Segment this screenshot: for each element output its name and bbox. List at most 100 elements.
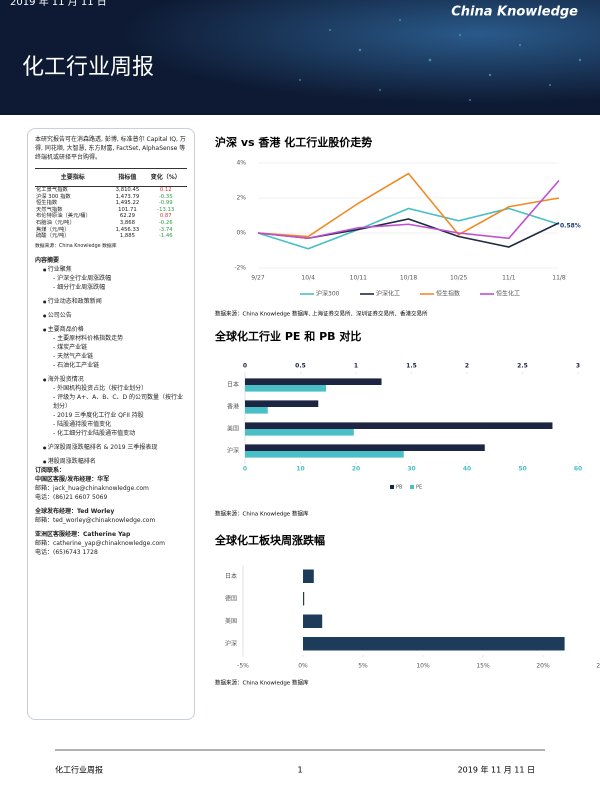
table-row: 化工景气指数 3,810.45 0.12	[35, 187, 187, 194]
table-cell: 1,456.33	[115, 226, 140, 233]
chart-title: 沪深 vs 香港 化工行业股价走势	[215, 135, 372, 149]
summary-subitem: 沪深全行业周涨跌幅	[43, 274, 187, 283]
contact-line: 电话：(65)6743 1728	[35, 549, 98, 557]
bar	[245, 407, 268, 414]
table-cell: 硫酸（元/吨）	[36, 233, 70, 240]
sidebar: 本研究报告可在消森路透, 彭博, 标准普尔 Capital IQ, 万得, 同花…	[27, 128, 195, 720]
source: 数据来源：China Knowledge 数据库	[215, 510, 309, 518]
x2-tick-label: 0.5	[295, 363, 306, 370]
contact-heading: 中国区客服/发布经理：华军	[35, 476, 110, 484]
x-tick-label: 20%	[536, 663, 550, 670]
source: 数据来源：China Knowledge 数据库, 上海证券交易所、深圳证券交易…	[215, 310, 428, 318]
x2-tick-label: 2	[465, 363, 469, 370]
table-row: 石脑油（元/吨） 3,868 -0.26	[35, 220, 187, 227]
bar	[245, 451, 404, 458]
summary-subitem: 评级为 A+、A、B、C、D 的公司数量（按行业划分）	[43, 393, 187, 411]
x2-tick-label: 1.5	[406, 363, 417, 370]
legend-label: PE	[416, 485, 422, 491]
bar	[303, 637, 565, 651]
x-tick-label: 25%	[596, 663, 600, 670]
category-label: 日本	[225, 572, 237, 580]
table-cell: 3,810.45	[115, 187, 140, 193]
bar	[245, 385, 327, 392]
x-tick-label: 11/1	[502, 275, 516, 282]
chart-title: 全球化工板块周涨跌幅	[214, 533, 325, 547]
table-cell: 1,473.79	[115, 193, 140, 200]
summary-item: 港股周涨跌幅排名	[43, 457, 187, 466]
table-cell: 1,495.22	[115, 200, 140, 207]
summary-subitem: 石油化工产业链	[43, 361, 187, 370]
header-title: 化工行业周报	[22, 55, 154, 80]
legend-swatch	[410, 485, 414, 489]
x-tick-label: 10/4	[301, 275, 315, 282]
footer-page: 1	[297, 766, 302, 775]
y-tick-label: 4%	[236, 160, 246, 167]
table-cell: 62.29	[119, 213, 136, 220]
bar	[245, 444, 485, 451]
table-cell: 天然气指数	[36, 206, 63, 213]
table-header: 主要指标 指标值 变化（%）	[35, 168, 187, 187]
x-tick-label: 50	[518, 466, 526, 473]
header-cell: 变化（%）	[144, 168, 187, 187]
contact-line: 电话：(86)21 6607 5069	[35, 494, 108, 502]
series-line	[257, 179, 560, 240]
source: 数据来源：China Knowledge 数据库	[215, 679, 309, 687]
contact-heading: 全球发布经理：Ted Worley	[35, 508, 115, 516]
x-tick-label: 0	[243, 466, 247, 473]
category-label: 美国	[227, 425, 239, 433]
summary-subitem: 2019 三季度化工行业 QFII 持股	[43, 411, 187, 420]
bar	[303, 592, 305, 606]
y-tick-label: 2%	[236, 195, 246, 202]
contact-heading: 亚洲区客服经理：Catherine Yap	[35, 531, 131, 539]
contact-line: 邮箱：jack_hua@chinaknowledge.com	[35, 485, 149, 493]
x-tick-label: 20	[352, 466, 360, 473]
summary-item: 海外投资情况	[43, 375, 187, 384]
summary-subitem: 陆股通持股市值变化	[43, 420, 187, 429]
x-tick-label: 30	[407, 466, 415, 473]
category-label: 香港	[227, 403, 239, 411]
data-label: 0.58%	[560, 222, 581, 229]
x-tick-label: 9/27	[251, 275, 265, 282]
x-tick-label: 15%	[476, 663, 490, 670]
legend-label: 沪深化工	[376, 290, 400, 298]
summary-subitem: 煤炭产业链	[43, 343, 187, 352]
table-row: 焦煤（元/吨） 1,456.33 -3.74	[35, 227, 187, 234]
bar	[245, 400, 319, 407]
legend-label: 沪深300	[316, 290, 340, 298]
x-tick-label: 10	[296, 466, 304, 473]
chart-title: 全球化工行业 PE 和 PB 对比	[214, 329, 361, 343]
table-row: 天然气指数 101.71 -13.13	[35, 207, 187, 214]
summary-item: 公司公告	[43, 311, 187, 320]
x-tick-label: 11/8	[552, 275, 566, 282]
table-cell: -13.13	[157, 206, 175, 213]
table-row: 布伦特原油（美元/桶） 62.29 0.87	[35, 213, 187, 220]
x-tick-label: -5%	[237, 663, 249, 670]
summary-list: 行业聚焦沪深全行业周涨跌幅细分行业周涨跌幅行业动态和政策新闻公司公告主要商品价格…	[35, 265, 187, 466]
table-cell: -1.46	[158, 233, 173, 240]
table-row: 硫酸（元/吨） 1,885 -1.46	[35, 233, 187, 240]
table-cell: 布伦特原油（美元/桶）	[36, 213, 91, 220]
summary-item: 沪深股周涨跌幅排名 & 2019 三季报表现	[43, 443, 187, 452]
table-cell: 焦煤（元/吨）	[36, 226, 70, 233]
table-cell: 沪深 300 指数	[36, 193, 71, 200]
category-label: 沪深	[225, 639, 237, 647]
contacts-title: 订阅联系：	[35, 467, 66, 475]
table-cell: -0.26	[158, 220, 173, 227]
legend-label: 恒生化工	[496, 290, 520, 298]
summary-item: 行业聚焦	[43, 265, 187, 274]
category-label: 沪深	[227, 447, 239, 455]
bar	[245, 429, 354, 436]
bar	[303, 569, 314, 583]
category-label: 日本	[227, 381, 239, 389]
y-tick-label: 0%	[236, 230, 246, 237]
table-cell: 0.12	[159, 187, 172, 193]
table-source: 数据来源：China Knowledge 数据库	[35, 243, 117, 249]
x-tick-label: 10/18	[400, 275, 417, 282]
logo: China Knowledge	[451, 5, 578, 20]
bar	[303, 614, 323, 628]
x-tick-label: 10/25	[450, 275, 467, 282]
x-tick-label: 0%	[298, 663, 308, 670]
header-cell: 指标值	[110, 168, 145, 187]
